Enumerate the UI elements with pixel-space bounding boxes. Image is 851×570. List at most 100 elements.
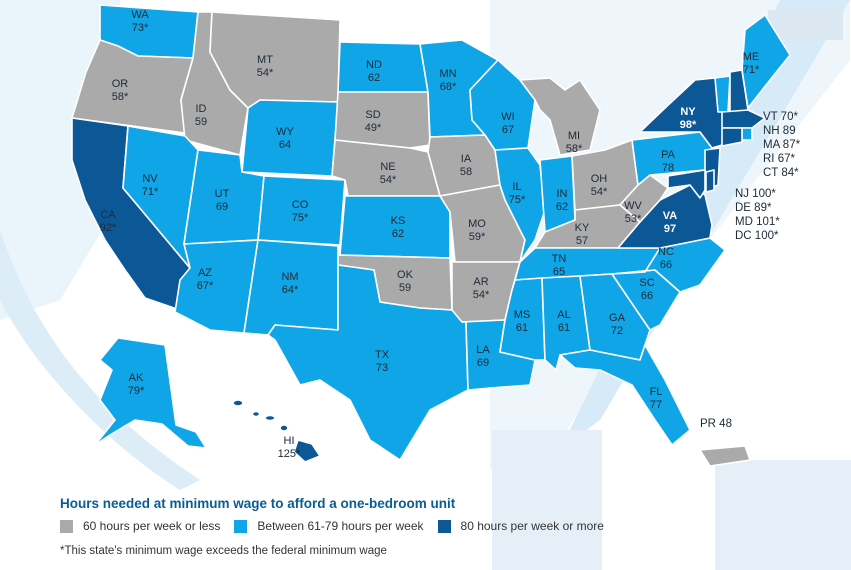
label-ar: AR 54* [473,276,490,301]
state-me[interactable] [741,14,791,109]
label-co: CO 75* [292,199,309,224]
label-ga: GA 72 [609,312,626,337]
label-nd: ND 62 [366,59,382,84]
label-al: AL 61 [557,309,570,334]
state-mi[interactable] [519,77,601,156]
state-tx[interactable] [267,264,469,461]
label-in: IN 62 [556,188,568,213]
state-ak[interactable] [94,337,207,449]
state-value: 125* [278,448,301,460]
bg-square-3 [715,460,851,570]
state-wy[interactable] [241,99,339,177]
state-abbr: AR [473,276,488,288]
label-ak: AK 79* [128,372,145,397]
state-value: 73 [376,362,388,374]
state-ma[interactable] [721,109,766,129]
state-value: 67 [502,124,514,136]
label-mn: MN 68* [439,68,457,93]
state-value: 65 [553,266,565,278]
state-value: 73* [132,22,149,34]
state-value: 66 [641,290,653,302]
state-abbr: MS [514,309,531,321]
label-dc: DC 100* [735,230,779,242]
state-value: 53* [625,213,642,225]
state-value: 54* [591,186,608,198]
state-abbr: MN [439,68,456,80]
state-value: 97 [664,223,676,235]
label-ny: NY 98* [680,106,697,131]
label-or: OR 58* [112,78,129,103]
state-sd[interactable] [334,91,431,149]
legend-items: 60 hours per week or less Between 61-79 … [60,519,760,533]
state-value: 57 [576,235,588,247]
state-ks[interactable] [339,195,451,259]
state-pr[interactable] [699,445,751,467]
label-ks: KS 62 [391,215,406,240]
state-abbr: AK [129,372,144,384]
label-pr: PR 48 [700,418,732,430]
state-co[interactable] [257,175,346,246]
state-abbr: MT [257,54,273,66]
state-abbr: SC [639,277,654,289]
label-pa: PA 78 [661,149,676,174]
footnote: *This state's minimum wage exceeds the f… [60,545,387,557]
legend: Hours needed at minimum wage to afford a… [60,496,760,533]
state-abbr: LA [476,344,490,356]
state-de[interactable] [705,169,715,193]
state-value: 64* [282,284,299,296]
state-value: 71* [142,186,159,198]
state-il[interactable] [494,147,546,263]
label-il: IL 75* [509,181,526,206]
label-tn: TN 65 [552,253,567,278]
label-ok: OK 59 [397,269,414,294]
state-hi[interactable] [293,439,321,463]
label-nm: NM 64* [281,271,299,296]
state-value: 58* [566,143,583,155]
state-vt[interactable] [714,75,731,113]
state-value: 92* [100,222,117,234]
label-nj: NJ 100* [735,188,776,200]
legend-item-mid: Between 61-79 hours per week [234,519,424,533]
state-nd[interactable] [337,41,429,93]
state-abbr: NE [380,161,395,173]
hawaii-island [232,399,244,407]
state-value: 61 [516,322,528,334]
label-az: AZ 67* [197,267,214,292]
state-ri[interactable] [741,127,753,141]
state-value: 62 [392,228,404,240]
label-wi: WI 67 [501,111,514,136]
legend-item-dark: 80 hours per week or more [437,519,604,533]
state-ct[interactable] [721,127,743,147]
state-abbr: GA [609,312,626,324]
state-value: 98* [680,119,697,131]
state-abbr: NV [142,173,158,185]
state-value: 58 [460,166,472,178]
hawaii-island [251,410,261,418]
state-abbr: KY [575,222,590,234]
state-fl[interactable] [559,344,691,446]
label-oh: OH 54* [591,173,608,198]
legend-swatch [60,519,73,533]
state-value: 71* [743,64,760,76]
state-abbr: NY [680,106,696,118]
state-abbr: CA [100,209,116,221]
bg-square-1 [768,10,843,40]
state-value: 67* [197,280,214,292]
state-ms[interactable] [499,277,546,361]
hawaii-island [279,424,289,432]
label-ne: NE 54* [380,161,397,186]
state-abbr: WA [131,9,149,21]
label-ct: CT 84* [763,167,799,179]
state-abbr: ND [366,59,382,71]
state-abbr: PA [661,149,676,161]
state-abbr: IL [512,181,521,193]
label-ky: KY 57 [575,222,590,247]
legend-label: Between 61-79 hours per week [257,519,424,533]
state-abbr: MO [468,218,486,230]
state-md[interactable] [667,169,706,199]
legend-swatch [437,519,451,533]
state-value: 75* [509,194,526,206]
label-nv: NV 71* [142,173,159,198]
state-abbr: OH [591,173,608,185]
state-abbr: ID [196,103,207,115]
